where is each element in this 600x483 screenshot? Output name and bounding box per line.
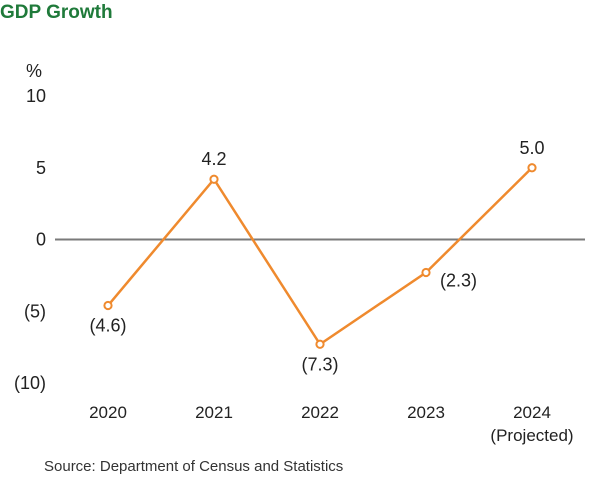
data-label: 5.0 (519, 138, 544, 158)
x-tick-label: 2023 (407, 403, 445, 422)
data-point (527, 163, 537, 173)
data-point (421, 267, 431, 278)
y-tick-label: (5) (24, 301, 46, 321)
data-label: (2.3) (440, 271, 477, 291)
y-tick-label: (10) (14, 373, 46, 393)
y-tick-label: 5 (36, 158, 46, 178)
data-point (103, 300, 113, 311)
data-point (209, 174, 219, 184)
x-tick-label: 2022 (301, 403, 339, 422)
data-points (103, 163, 537, 349)
data-labels: (4.6) 4.2 (7.3) (2.3) 5.0 (89, 138, 544, 375)
chart-title: GDP Growth (0, 2, 113, 23)
y-tick-label: 0 (36, 230, 46, 250)
y-tick-label: 10 (26, 86, 46, 106)
x-tick-label: 2020 (89, 403, 127, 422)
y-axis-ticks: 10 5 0 (5) (10) (14, 86, 46, 393)
data-label: (4.6) (89, 316, 126, 336)
x-tick-label: 2021 (195, 403, 233, 422)
data-label: 4.2 (201, 149, 226, 169)
data-label: (7.3) (301, 354, 338, 374)
series-line (107, 166, 533, 347)
x-tick-label: 2024 (513, 403, 551, 422)
source-note: Source: Department of Census and Statist… (44, 458, 343, 475)
y-axis-unit: % (26, 61, 42, 81)
data-point (315, 339, 325, 349)
x-tick-sublabel: (Projected) (490, 426, 573, 445)
x-axis-ticks: 2020 2021 2022 2023 2024 (Projected) (89, 403, 573, 445)
